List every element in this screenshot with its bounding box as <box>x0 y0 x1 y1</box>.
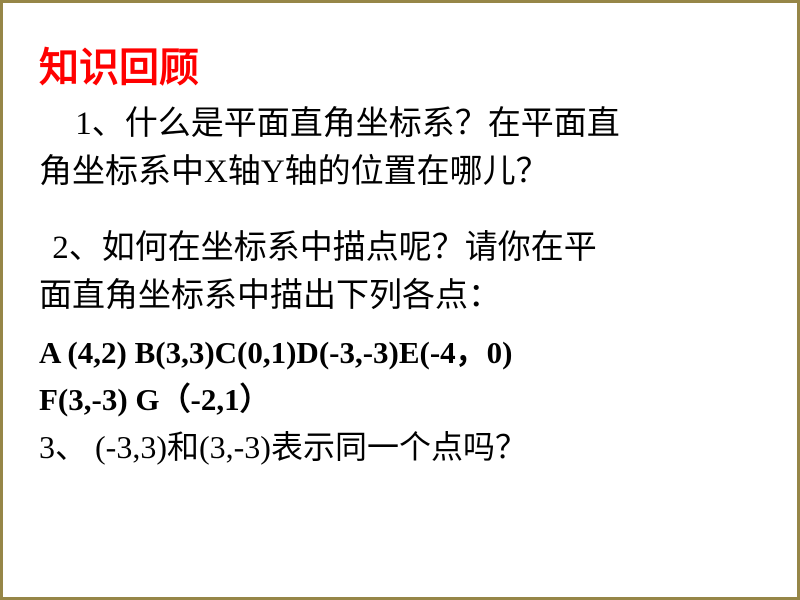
points-line-1: A (4,2) B(3,3)C(0,1)D(-3,-3)E(-4，0) <box>39 330 761 377</box>
question-1-line-2: 角坐标系中X轴Y轴的位置在哪儿？ <box>39 149 761 197</box>
slide-title: 知识回顾 <box>39 35 761 93</box>
points-line-2: F(3,-3) G（-2,1） <box>39 377 761 424</box>
question-2-line-2: 面直角坐标系中描出下列各点： <box>39 273 761 321</box>
question-2-line-1: 2、如何在坐标系中描点呢？请你在平 <box>39 225 761 273</box>
question-1-line-1: 1、什么是平面直角坐标系？在平面直 <box>39 101 761 149</box>
question-3: 3、 (-3,3)和(3,-3)表示同一个点吗？ <box>39 423 761 471</box>
slide-container: 知识回顾 1、什么是平面直角坐标系？在平面直 角坐标系中X轴Y轴的位置在哪儿？ … <box>0 0 800 600</box>
